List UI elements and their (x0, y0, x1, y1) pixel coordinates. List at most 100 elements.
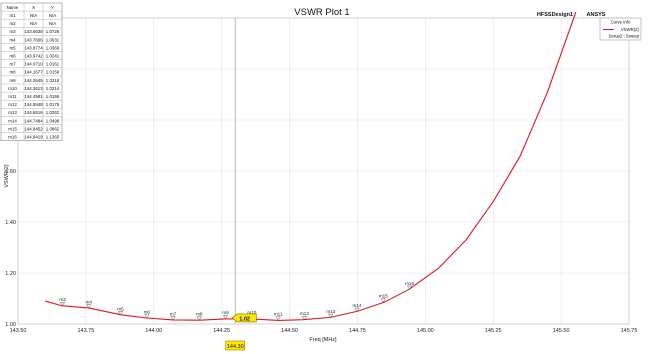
x-tick-label: 145.75 (621, 328, 638, 334)
marker-table-cell: 143.9742 (24, 54, 43, 59)
marker-table-cell: 1.1365 (46, 135, 60, 140)
marker-table-cell: 144.4581 (24, 94, 43, 99)
marker-m13[interactable]: m13 (326, 309, 336, 318)
series-layer (45, 12, 577, 321)
marker-label: m13 (326, 309, 335, 314)
marker-table-cell: 1.0366 (46, 45, 60, 50)
marker-m14[interactable]: m14 (353, 303, 362, 312)
marker-table-cell: m2 (9, 21, 16, 26)
ansys-logo: ANSYS (587, 12, 606, 18)
marker-m11[interactable]: m11 (274, 312, 283, 321)
marker-m7[interactable]: m7 (170, 311, 177, 321)
marker-table-header: X (32, 5, 35, 10)
x-tick-label: 145.50 (553, 328, 570, 334)
marker-table-cell: 144.1677 (24, 70, 43, 75)
marker-triangle (59, 302, 66, 306)
marker-table-cell: m7 (9, 62, 16, 67)
marker-table-frame (0, 2, 63, 141)
marker-triangle (380, 298, 386, 303)
legend-series-name: VSWR(2) (621, 27, 640, 32)
marker-triangle (117, 311, 124, 316)
marker-table-cell: 1.0241 (46, 54, 60, 59)
marker-table-cell: m10 (8, 86, 17, 91)
curve-info-title: Curve Info (611, 20, 631, 25)
marker-triangle (86, 304, 92, 309)
marker-m6[interactable]: m6 (144, 309, 151, 319)
marker-table-cell: 1.0214 (46, 86, 60, 91)
cursor-value-text: 1.02 (239, 317, 250, 323)
x-tick-label: 144.00 (145, 328, 162, 334)
x-tick-label: 144.50 (281, 328, 298, 334)
legend-series-source: Setup2 : Sweep (609, 34, 640, 39)
marker-m3[interactable]: m3 (59, 297, 66, 306)
marker-table-cell: 1.0862 (46, 126, 60, 131)
marker-table-cell: N/A (49, 21, 56, 26)
marker-table-cell: m13 (8, 110, 17, 115)
marker-table-cell: 1.0218 (46, 78, 60, 83)
cursor-x-tag[interactable]: 144.30 (225, 340, 245, 351)
marker-table-cell: N/A (49, 13, 56, 18)
marker-table-cell: 1.0262 (46, 110, 60, 115)
marker-label: m12 (300, 311, 309, 316)
marker-m12[interactable]: m12 (300, 311, 309, 320)
marker-table[interactable]: Name X Ym1 N/A N/A m2 N/A N/A m3 143.6638 1.0726 m4… (0, 2, 63, 141)
y-tick-label: 1.20 (5, 271, 16, 277)
x-tick-label: 143.75 (77, 328, 94, 334)
marker-triangle (406, 285, 413, 290)
marker-table-cell: 1.0631 (46, 37, 60, 42)
y-tick-label: 1.40 (5, 220, 16, 226)
series-line-vswr (45, 12, 577, 321)
cursor-x-text: 144.30 (227, 344, 244, 350)
marker-triangle (301, 316, 308, 320)
marker-table-cell: 144.9419 (24, 135, 43, 140)
cursor-x-box (225, 340, 245, 351)
marker-table-cell: N/A (30, 21, 37, 26)
marker-table-cell: 143.8774 (24, 45, 43, 50)
marker-label: m14 (353, 303, 362, 308)
marker-m15[interactable]: m15 (379, 294, 388, 303)
marker-table-cell: 1.0175 (46, 102, 60, 107)
marker-label: m6 (144, 309, 151, 314)
marker-label: m10 (247, 310, 256, 315)
marker-label: m11 (274, 312, 283, 317)
marker-triangle (328, 313, 334, 318)
marker-triangle (222, 314, 229, 319)
marker-table-cell: 144.6516 (24, 110, 43, 115)
marker-table-cell: m9 (9, 78, 16, 83)
marker-table-cell: 143.7606 (24, 37, 43, 42)
gridlines (18, 18, 629, 324)
x-axis-label: Freq [MHz] (309, 337, 337, 343)
marker-table-header: Y (51, 5, 54, 10)
y-axis-label: VSWR(2) (4, 164, 10, 187)
curve-info-legend[interactable]: Curve Info VSWR(2) Setup2 : Sweep (599, 17, 642, 41)
marker-m16[interactable]: m16 (405, 281, 414, 290)
x-tick-label: 145.00 (417, 328, 434, 334)
marker-table-cell: 144.2645 (24, 78, 43, 83)
marker-label: m15 (379, 294, 388, 299)
marker-label: m7 (170, 311, 177, 316)
marker-table-header: Name (7, 5, 19, 10)
marker-m8[interactable]: m8 (196, 312, 203, 321)
marker-label: m9 (222, 310, 229, 315)
curve-info-box (599, 17, 642, 41)
marker-table-cell: N/A (30, 13, 37, 18)
marker-label: m4 (86, 300, 93, 305)
marker-m9[interactable]: m9 (222, 310, 229, 319)
marker-m4[interactable]: m4 (86, 300, 93, 309)
plot-title: VSWR Plot 1 (294, 7, 349, 18)
design-name: HFSSDesign1 (537, 12, 573, 18)
marker-table-cell: m8 (9, 70, 16, 75)
plot-frame (17, 17, 630, 325)
cursor-value-tag[interactable]: 1.02 (231, 313, 257, 323)
marker-table-cell: m6 (9, 54, 16, 59)
marker-triangle (354, 307, 360, 312)
marker-table-cell: 1.0726 (46, 29, 60, 34)
marker-m5[interactable]: m5 (117, 306, 124, 316)
marker-table-cell: m5 (9, 45, 16, 50)
marker-table-cell: m4 (9, 37, 16, 42)
marker-table-cell: 1.0156 (46, 70, 60, 75)
marker-table-cell: m12 (8, 102, 17, 107)
marker-table-cell: m3 (9, 29, 16, 34)
